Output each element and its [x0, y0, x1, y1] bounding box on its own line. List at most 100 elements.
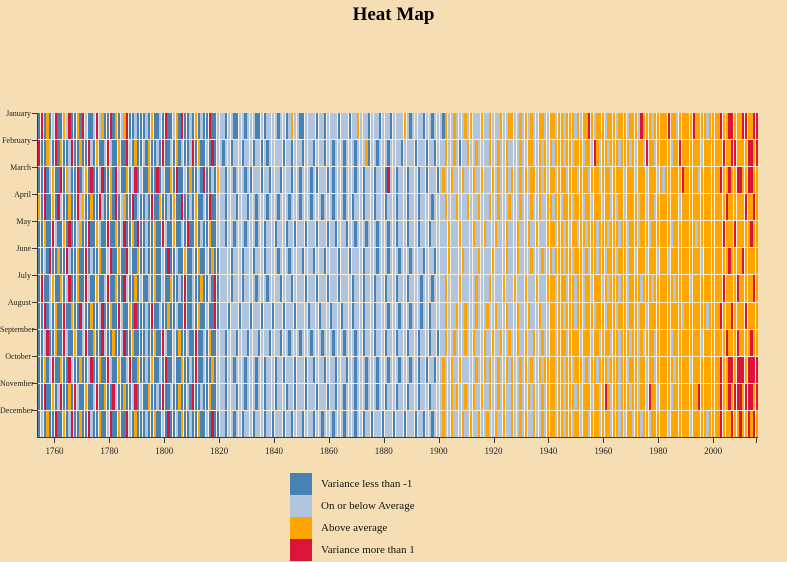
heatmap-cell — [568, 383, 571, 410]
y-axis-label: August — [7, 298, 31, 307]
heatmap-cell — [720, 248, 723, 275]
heatmap-cell — [412, 113, 415, 140]
heatmap-cell — [593, 356, 596, 383]
heatmap-cell — [750, 194, 753, 221]
heatmap-cell — [128, 113, 131, 140]
heatmap-cell — [175, 275, 178, 302]
heatmap-cell — [425, 194, 428, 221]
heatmap-cell — [579, 410, 582, 437]
heatmap-cell — [684, 356, 687, 383]
heatmap-cell — [733, 194, 736, 221]
heatmap-cell — [139, 410, 142, 437]
heatmap-cell — [530, 194, 533, 221]
heatmap-cell — [167, 221, 170, 248]
heatmap-cell — [318, 113, 321, 140]
heatmap-cell — [76, 356, 79, 383]
heatmap-cell — [296, 302, 299, 329]
heatmap-cell — [590, 329, 593, 356]
heatmap-cell — [315, 248, 318, 275]
heatmap-cell — [82, 221, 85, 248]
heatmap-cell — [49, 383, 52, 410]
heatmap-cell — [475, 194, 478, 221]
heatmap-cell — [271, 302, 274, 329]
heatmap-cell — [318, 248, 321, 275]
heatmap-cell — [104, 248, 107, 275]
heatmap-cell — [497, 248, 500, 275]
heatmap-cell — [604, 329, 607, 356]
heatmap-cell — [747, 275, 750, 302]
heatmap-cell — [511, 410, 514, 437]
heatmap-cell — [681, 221, 684, 248]
heatmap-cell — [486, 167, 489, 194]
heatmap-cell — [255, 248, 258, 275]
heatmap-cell — [145, 248, 148, 275]
heatmap-cell — [579, 383, 582, 410]
heatmap-cell — [203, 221, 206, 248]
heatmap-cell — [384, 194, 387, 221]
heatmap-cell — [615, 383, 618, 410]
heatmap-cell — [489, 194, 492, 221]
heatmap-cell — [453, 329, 456, 356]
heatmap-cell — [57, 329, 60, 356]
heatmap-cell — [148, 302, 151, 329]
heatmap-cell — [203, 302, 206, 329]
heatmap-cell — [139, 302, 142, 329]
heatmap-cell — [566, 194, 569, 221]
heatmap-cell — [68, 302, 71, 329]
heatmap-cell — [370, 356, 373, 383]
heatmap-cell — [134, 221, 137, 248]
y-axis-label: July — [17, 271, 31, 280]
heatmap-cell — [302, 113, 305, 140]
heatmap-cell — [214, 140, 217, 167]
heatmap-cell — [656, 356, 659, 383]
heatmap-cell — [640, 248, 643, 275]
heatmap-cell — [225, 194, 228, 221]
heatmap-cell — [659, 356, 662, 383]
heatmap-cell — [535, 140, 538, 167]
heatmap-cell — [733, 113, 736, 140]
heatmap-cell — [175, 113, 178, 140]
heatmap-cell — [414, 113, 417, 140]
heatmap-cell — [563, 410, 566, 437]
heatmap-cell — [582, 113, 585, 140]
heatmap-cell — [249, 221, 252, 248]
heatmap-cell — [137, 167, 140, 194]
heatmap-cell — [194, 329, 197, 356]
heatmap-cell — [753, 275, 756, 302]
heatmap-cell — [626, 383, 629, 410]
heatmap-cell — [123, 194, 126, 221]
heatmap-cell — [238, 302, 241, 329]
heatmap-cell — [596, 113, 599, 140]
heatmap-cell — [508, 248, 511, 275]
heatmap-cell — [533, 194, 536, 221]
heatmap-cell — [46, 113, 49, 140]
heatmap-cell — [293, 167, 296, 194]
heatmap-cell — [170, 221, 173, 248]
heatmap-cell — [489, 167, 492, 194]
heatmap-cell — [522, 221, 525, 248]
heatmap-cell — [659, 275, 662, 302]
heatmap-cell — [395, 275, 398, 302]
heatmap-cell — [170, 410, 173, 437]
heatmap-cell — [643, 329, 646, 356]
heatmap-cell — [106, 248, 109, 275]
heatmap-cell — [541, 140, 544, 167]
heatmap-cell — [610, 329, 613, 356]
heatmap-cell — [469, 383, 472, 410]
heatmap-cell — [549, 194, 552, 221]
heatmap-cell — [95, 248, 98, 275]
heatmap-cell — [577, 383, 580, 410]
heatmap-cell — [612, 194, 615, 221]
heatmap-cell — [76, 248, 79, 275]
heatmap-cell — [714, 140, 717, 167]
heatmap-cell — [623, 356, 626, 383]
heatmap-cell — [656, 302, 659, 329]
heatmap-cell — [445, 302, 448, 329]
heatmap-cell — [621, 194, 624, 221]
heatmap-cell — [610, 221, 613, 248]
heatmap-cell — [258, 140, 261, 167]
heatmap-cell — [307, 113, 310, 140]
heatmap-cell — [266, 167, 269, 194]
heatmap-cell — [65, 410, 68, 437]
heatmap-cell — [159, 356, 162, 383]
